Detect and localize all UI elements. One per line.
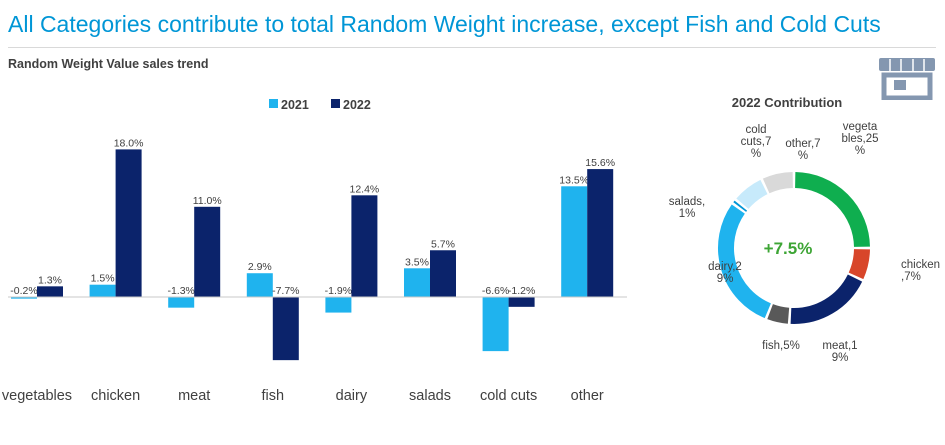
- slice-label-salads: salads, 1%: [669, 196, 705, 220]
- data-label-vegetables-2022: 1.3%: [38, 274, 62, 286]
- slice-chicken: [848, 248, 870, 280]
- category-label-salads: salads: [409, 388, 451, 404]
- data-label-fish-2022: -7.7%: [272, 285, 299, 297]
- bar-chicken-2022: [115, 149, 142, 297]
- slice-other: [762, 172, 794, 194]
- slice-salads: [733, 200, 748, 212]
- bar-dairy-2021: [325, 297, 352, 313]
- slice-vegetables: [794, 172, 870, 248]
- data-label-fish-2021: 2.9%: [248, 261, 272, 273]
- data-label-other-2022: 15.6%: [585, 157, 615, 169]
- bar-chicken-2021: [89, 284, 116, 297]
- data-label-other-2021: 13.5%: [559, 174, 589, 186]
- data-label-vegetables-2021: -0.2%: [10, 285, 37, 297]
- bar-fish-2021: [246, 273, 273, 297]
- bar-vegetables-2021: [11, 297, 37, 299]
- bar-dairy-2022: [351, 195, 378, 297]
- bar-meat-2021: [168, 297, 195, 308]
- data-label-salads-2021: 3.5%: [405, 256, 429, 268]
- data-label-dairy-2022: 12.4%: [350, 183, 380, 195]
- slice-label-fish: fish,5%: [762, 340, 800, 352]
- data-label-dairy-2021: -1.9%: [325, 285, 352, 297]
- data-label-chicken-2022: 18.0%: [114, 137, 144, 149]
- category-label-other: other: [571, 388, 604, 404]
- bar-vegetables-2022: [37, 286, 63, 297]
- slice-cold-cuts: [736, 179, 768, 210]
- store-icon: [879, 58, 935, 100]
- slice-label-other: other,7%: [785, 138, 820, 162]
- data-label-cold-cuts-2022: -1.2%: [508, 285, 535, 297]
- category-label-chicken: chicken: [91, 388, 140, 404]
- category-label-meat: meat: [178, 388, 210, 404]
- chart-subtitle: Random Weight Value sales trend: [8, 57, 209, 71]
- slice-meat: [790, 274, 863, 324]
- slice-fish: [767, 304, 790, 324]
- headline: All Categories contribute to total Rando…: [8, 11, 881, 37]
- legend-label-2021: 2021: [281, 98, 309, 112]
- bar-fish-2022: [272, 297, 299, 361]
- bar-cold-cuts-2021: [482, 297, 509, 352]
- bar-salads-2022: [430, 250, 456, 297]
- store-icon-awning: [879, 58, 935, 71]
- slice-label-vegetables: vegeta bles,25%: [841, 121, 878, 157]
- data-label-meat-2022: 11.0%: [193, 195, 222, 207]
- legend-swatch-2021: [269, 99, 278, 108]
- slice-label-chicken: chicken ,7%: [901, 259, 940, 283]
- donut-chart: 2022 Contribution vegeta bles,25 % chicken ,7…: [669, 95, 940, 364]
- data-label-salads-2022: 5.7%: [431, 238, 455, 250]
- donut-title: 2022 Contribution: [732, 95, 843, 110]
- data-label-cold-cuts-2021: -6.6%: [482, 285, 509, 297]
- bar-meat-2022: [194, 206, 221, 297]
- category-label-dairy: dairy: [336, 388, 368, 404]
- category-label-cold-cuts: cold cuts: [480, 388, 537, 404]
- slice-label-meat: meat,1 9%: [822, 340, 857, 364]
- category-label-fish: fish: [262, 388, 285, 404]
- data-label-chicken-2021: 1.5%: [91, 273, 115, 285]
- legend-label-2022: 2022: [343, 98, 371, 112]
- category-label-vegetables: vegetables: [2, 388, 72, 404]
- bar-other-2021: [561, 186, 588, 297]
- header-divider: [8, 47, 936, 48]
- slice-label-dairy: dairy,2 9%: [708, 261, 742, 285]
- legend-swatch-2022: [331, 99, 340, 108]
- slice-dairy: [718, 204, 772, 319]
- bar-chart: 2021 2022 -0.2%1.3% vegetables 1.5% 18.0% chic…: [2, 98, 627, 404]
- bar-salads-2021: [404, 268, 430, 297]
- slice-label-cold-cuts: cold cuts,7%: [741, 124, 772, 160]
- total-change-label: +7.5%: [764, 239, 813, 258]
- bar-cold-cuts-2022: [508, 297, 535, 307]
- store-icon-body: [881, 72, 933, 100]
- data-label-meat-2021: -1.3%: [167, 285, 194, 297]
- store-icon-window: [894, 80, 906, 90]
- bar-other-2022: [587, 169, 614, 297]
